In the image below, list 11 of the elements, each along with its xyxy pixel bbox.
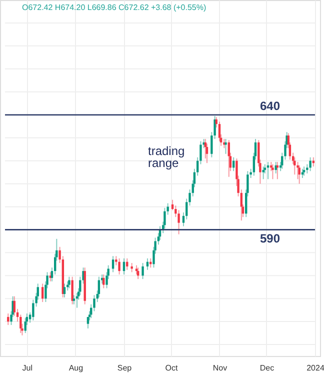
annotation: trading range bbox=[148, 144, 185, 170]
x-tick-label: 2024 bbox=[306, 364, 324, 372]
x-tick-label: Oct bbox=[165, 364, 178, 372]
x-tick-label: Nov bbox=[212, 364, 228, 372]
x-tick-label: Sep bbox=[117, 364, 132, 372]
annotation: O672.42 H674.20 L669.86 C672.62 +3.68 (+0.55%) bbox=[22, 3, 206, 12]
x-tick-label: Aug bbox=[68, 364, 84, 372]
ref-line-label: 590 bbox=[260, 232, 280, 246]
ref-line-label: 640 bbox=[260, 98, 280, 113]
x-tick-label: Dec bbox=[260, 364, 274, 372]
x-tick-label: Jul bbox=[22, 364, 33, 372]
